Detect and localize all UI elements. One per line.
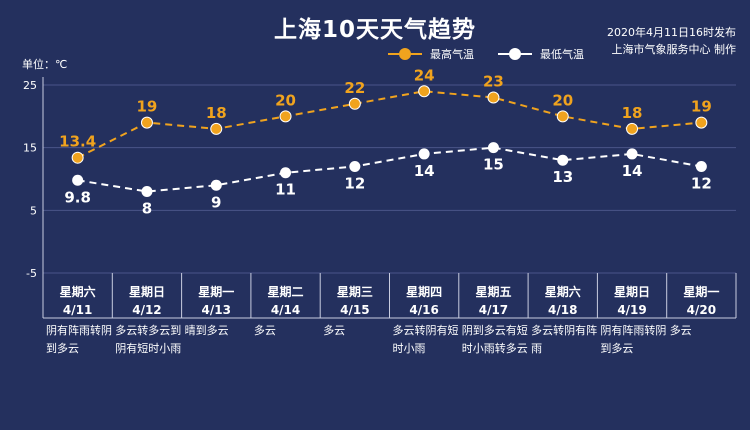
x-tick-date: 4/12 <box>132 303 161 317</box>
point-low <box>557 154 569 166</box>
data-label-high: 20 <box>552 91 573 109</box>
x-tick-date: 4/11 <box>63 303 92 317</box>
weather-condition: 多云 <box>253 324 276 337</box>
data-label-high: 13.4 <box>59 133 96 151</box>
weather-condition: 多云转阴有阵雨 <box>531 324 598 355</box>
point-low <box>349 160 361 172</box>
data-label-low: 11 <box>275 181 296 199</box>
data-label-low: 8 <box>142 200 152 218</box>
point-low <box>72 174 84 186</box>
weather-condition: 多云转多云到阴有短时小雨 <box>115 324 182 355</box>
point-high <box>556 110 569 123</box>
weather-condition: 阴有阵雨转阴到多云 <box>46 324 112 355</box>
point-low <box>487 142 499 154</box>
data-label-low: 13 <box>552 168 573 186</box>
data-label-low: 15 <box>483 156 504 174</box>
point-low <box>141 186 153 198</box>
legend-item-high: 最高气温 <box>388 44 508 64</box>
series-line-high <box>77 90 702 159</box>
y-tick-label: 15 <box>23 142 37 155</box>
x-tick-weekday: 星期日 <box>129 284 165 299</box>
x-tick-date: 4/20 <box>687 303 716 317</box>
point-high <box>626 122 639 135</box>
data-label-high: 23 <box>483 73 504 91</box>
issue-time: 2020年4月11日16时发布 <box>607 26 736 39</box>
x-tick-weekday: 星期二 <box>268 284 304 299</box>
data-label-low: 9 <box>211 193 221 211</box>
series-line-low <box>77 146 702 193</box>
producer-label: 上海市气象服务中心 制作 <box>611 43 737 56</box>
point-high <box>140 116 153 129</box>
weather-condition: 阴有阵雨转阴到多云 <box>600 324 667 355</box>
weather-condition: 多云转阴有短时小雨 <box>392 324 459 355</box>
point-high <box>348 97 361 110</box>
data-label-high: 19 <box>691 98 712 116</box>
x-tick-weekday: 星期五 <box>475 284 511 299</box>
x-tick-date: 4/15 <box>340 303 369 317</box>
point-low <box>418 148 430 160</box>
x-tick-weekday: 星期一 <box>683 284 719 299</box>
point-high <box>487 91 500 104</box>
x-tick-weekday: 星期六 <box>545 284 581 299</box>
weather-condition: 晴到多云 <box>184 324 229 337</box>
legend-low-marker <box>509 48 521 60</box>
data-label-low: 12 <box>691 174 712 192</box>
data-label-high: 18 <box>206 104 227 122</box>
data-label-high: 24 <box>414 66 435 84</box>
point-low <box>210 179 222 191</box>
x-tick-date: 4/13 <box>202 303 231 317</box>
point-low <box>280 167 292 179</box>
x-tick-weekday: 星期日 <box>614 284 650 299</box>
data-label-low: 12 <box>344 174 365 192</box>
point-low <box>626 148 638 160</box>
point-high <box>279 110 292 123</box>
legend-high-marker <box>399 48 411 60</box>
data-label-high: 19 <box>137 98 158 116</box>
legend-high-label: 最高气温 <box>430 48 474 61</box>
x-tick-weekday: 星期三 <box>337 284 373 299</box>
chart-title: 上海10天天气趋势 <box>273 17 476 43</box>
data-label-high: 18 <box>622 104 643 122</box>
y-tick-label: 25 <box>23 79 37 92</box>
legend-low-label: 最低气温 <box>540 48 584 61</box>
point-low <box>695 160 707 172</box>
data-label-high: 22 <box>344 79 365 97</box>
weather-condition: 多云 <box>323 324 346 337</box>
y-tick-label: 5 <box>30 204 37 217</box>
x-tick-date: 4/19 <box>617 303 646 317</box>
data-label-low: 14 <box>622 162 643 180</box>
data-label-high: 20 <box>275 91 296 109</box>
point-high <box>71 151 84 164</box>
y-tick-label: -5 <box>26 267 37 280</box>
x-tick-date: 4/18 <box>548 303 577 317</box>
data-label-low: 9.8 <box>64 188 91 206</box>
x-tick-date: 4/17 <box>479 303 508 317</box>
data-label-low: 14 <box>414 162 435 180</box>
point-high <box>210 122 223 135</box>
unit-label: 单位：℃ <box>22 58 68 71</box>
legend-item-low: 最低气温 <box>498 44 618 64</box>
x-tick-weekday: 星期六 <box>60 284 96 299</box>
x-tick-weekday: 星期四 <box>406 284 442 299</box>
weather-condition: 多云 <box>669 324 692 337</box>
x-tick-date: 4/16 <box>409 303 438 317</box>
x-tick-weekday: 星期一 <box>198 284 234 299</box>
point-high <box>418 85 431 98</box>
point-high <box>695 116 708 129</box>
x-tick-date: 4/14 <box>271 303 300 317</box>
weather-condition: 阴到多云有短时小雨转多云 <box>461 324 528 355</box>
